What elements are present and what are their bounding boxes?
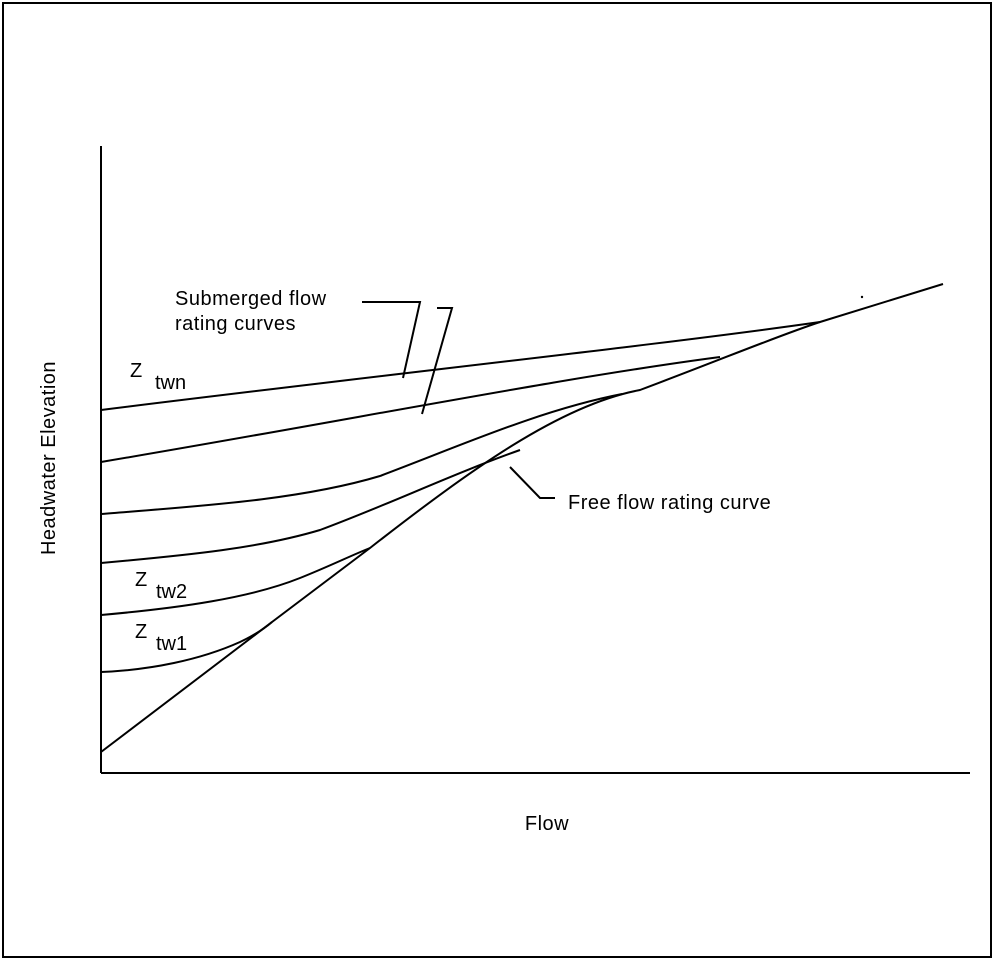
- submerged-callout-leader-2: [421, 307, 454, 415]
- submerged-curve-twn: [100, 321, 821, 411]
- curve-label-twn-main: Z: [130, 360, 143, 382]
- submerged-curve-tw2: [100, 547, 371, 616]
- submerged-curve-4: [100, 393, 623, 515]
- stray-dot: [860, 295, 864, 299]
- curve-label-tw2-main: Z: [135, 569, 148, 591]
- curve-label-tw1-sub: tw1: [156, 633, 187, 655]
- curve-label-tw1-main: Z: [135, 621, 148, 643]
- curve-label-tw2-sub: tw2: [156, 581, 187, 603]
- free-flow-rating-curve: [100, 283, 944, 753]
- submerged-callout-line1: Submerged flow: [175, 288, 327, 310]
- x-axis-label: Flow: [525, 813, 569, 835]
- curve-label-twn-sub: twn: [155, 372, 186, 394]
- free-flow-callout: Free flow rating curve: [568, 492, 771, 514]
- submerged-curve-5: [100, 356, 721, 463]
- y-axis-label: Headwater Elevation: [38, 361, 60, 555]
- submerged-curve-3: [100, 449, 521, 564]
- submerged-callout-leader: [362, 301, 422, 379]
- free-flow-callout-leader: [509, 466, 555, 499]
- submerged-curve-tw1: [100, 621, 273, 673]
- submerged-callout-line2: rating curves: [175, 313, 296, 335]
